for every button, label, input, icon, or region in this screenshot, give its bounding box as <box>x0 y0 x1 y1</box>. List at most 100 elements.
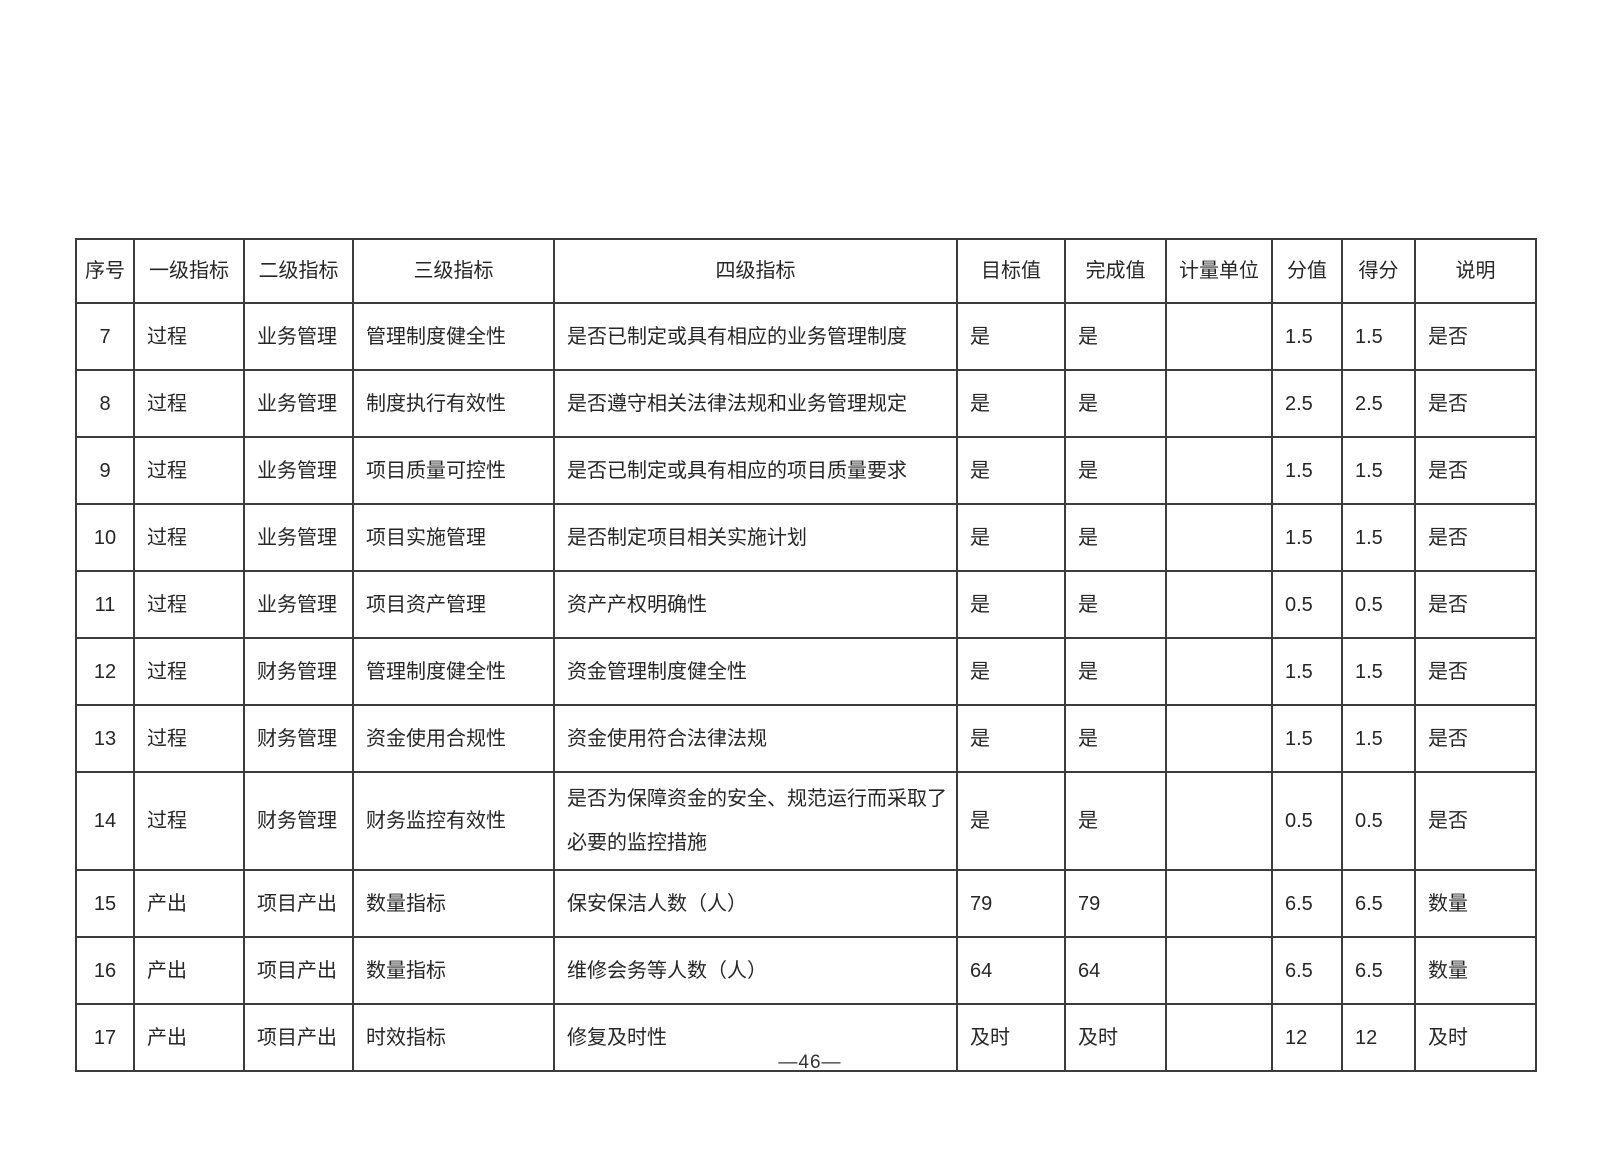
cell-no: 10 <box>75 503 135 572</box>
cell-level4: 是否已制定或具有相应的项目质量要求 <box>553 436 958 505</box>
cell-unit <box>1165 869 1273 938</box>
cell-level1: 过程 <box>133 704 245 773</box>
header-earned-score: 得分 <box>1341 238 1416 304</box>
cell-earned: 12 <box>1341 1003 1416 1072</box>
table-row: 14 过程 财务管理 财务监控有效性 是否为保障资金的安全、规范运行而采取了必要的监控措… <box>75 771 1537 871</box>
cell-note: 是否 <box>1414 704 1537 773</box>
cell-unit <box>1165 369 1273 438</box>
cell-level4: 修复及时性 <box>553 1003 958 1072</box>
header-measure-unit: 计量单位 <box>1165 238 1273 304</box>
cell-target: 是 <box>956 570 1066 639</box>
cell-no: 11 <box>75 570 135 639</box>
cell-level4: 资产产权明确性 <box>553 570 958 639</box>
cell-note: 是否 <box>1414 637 1537 706</box>
cell-score: 1.5 <box>1271 436 1343 505</box>
cell-level4: 保安保洁人数（人） <box>553 869 958 938</box>
cell-completed: 是 <box>1064 302 1167 371</box>
header-remark: 说明 <box>1414 238 1537 304</box>
cell-score: 0.5 <box>1271 570 1343 639</box>
cell-level2: 业务管理 <box>243 570 354 639</box>
page-number: —46— <box>778 1052 842 1073</box>
cell-completed: 64 <box>1064 936 1167 1005</box>
cell-earned: 1.5 <box>1341 503 1416 572</box>
cell-unit <box>1165 771 1273 871</box>
header-level4-indicator: 四级指标 <box>553 238 958 304</box>
cell-level4: 维修会务等人数（人） <box>553 936 958 1005</box>
cell-earned: 1.5 <box>1341 302 1416 371</box>
table-row: 16 产出 项目产出 数量指标 维修会务等人数（人） 64 64 6.5 6.5 数量 <box>75 936 1537 1005</box>
cell-no: 13 <box>75 704 135 773</box>
cell-level3: 制度执行有效性 <box>352 369 555 438</box>
cell-target: 是 <box>956 637 1066 706</box>
cell-note: 是否 <box>1414 570 1537 639</box>
cell-level1: 产出 <box>133 869 245 938</box>
table-row: 13 过程 财务管理 资金使用合规性 资金使用符合法律法规是是 1.5 1.5 是否 <box>75 704 1537 773</box>
cell-level3: 资金使用合规性 <box>352 704 555 773</box>
cell-level4: 是否已制定或具有相应的业务管理制度 <box>553 302 958 371</box>
cell-completed: 是 <box>1064 704 1167 773</box>
cell-no: 9 <box>75 436 135 505</box>
cell-target: 及时 <box>956 1003 1066 1072</box>
cell-level3: 管理制度健全性 <box>352 637 555 706</box>
cell-level1: 产出 <box>133 1003 245 1072</box>
cell-unit <box>1165 570 1273 639</box>
cell-level4: 是否制定项目相关实施计划 <box>553 503 958 572</box>
cell-target: 是 <box>956 503 1066 572</box>
cell-no: 8 <box>75 369 135 438</box>
cell-note: 是否 <box>1414 503 1537 572</box>
table-row: 17 产出 项目产出 时效指标 修复及时性 及时 及时 12 12 及时 <box>75 1003 1537 1072</box>
cell-score: 6.5 <box>1271 869 1343 938</box>
cell-note: 是否 <box>1414 771 1537 871</box>
cell-score: 2.5 <box>1271 369 1343 438</box>
cell-level4: 是否为保障资金的安全、规范运行而采取了必要的监控措施 <box>553 771 958 871</box>
cell-completed: 是 <box>1064 637 1167 706</box>
cell-note: 数量 <box>1414 936 1537 1005</box>
cell-unit <box>1165 637 1273 706</box>
cell-earned: 6.5 <box>1341 869 1416 938</box>
cell-completed: 是 <box>1064 503 1167 572</box>
table-row: 9 过程 业务管理 项目质量可控性 是否已制定或具有相应的项目质量要求是是 1.5 1.5 是… <box>75 436 1537 505</box>
table-row: 11 过程 业务管理 项目资产管理 资产产权明确性是是 0.5 0.5 是否 <box>75 570 1537 639</box>
header-score-value: 分值 <box>1271 238 1343 304</box>
cell-earned: 1.5 <box>1341 637 1416 706</box>
cell-target: 是 <box>956 436 1066 505</box>
cell-completed: 及时 <box>1064 1003 1167 1072</box>
cell-level1: 过程 <box>133 436 245 505</box>
cell-note: 是否 <box>1414 436 1537 505</box>
cell-level3: 数量指标 <box>352 869 555 938</box>
cell-completed: 79 <box>1064 869 1167 938</box>
cell-unit <box>1165 503 1273 572</box>
cell-level3: 项目资产管理 <box>352 570 555 639</box>
cell-earned: 6.5 <box>1341 936 1416 1005</box>
cell-level4: 资金使用符合法律法规 <box>553 704 958 773</box>
cell-no: 15 <box>75 869 135 938</box>
cell-level1: 过程 <box>133 771 245 871</box>
table-row: 8 过程 业务管理 制度执行有效性 是否遵守相关法律法规和业务管理规定是是 2.5 2.5 是… <box>75 369 1537 438</box>
cell-earned: 0.5 <box>1341 570 1416 639</box>
cell-level2: 业务管理 <box>243 369 354 438</box>
table-body: 7 过程 业务管理 管理制度健全性 是否已制定或具有相应的业务管理制度是是 1.5 1.5 是… <box>75 302 1537 1072</box>
header-target-value: 目标值 <box>956 238 1066 304</box>
cell-unit <box>1165 436 1273 505</box>
cell-note: 及时 <box>1414 1003 1537 1072</box>
cell-earned: 1.5 <box>1341 704 1416 773</box>
header-level1-indicator: 一级指标 <box>133 238 245 304</box>
cell-earned: 2.5 <box>1341 369 1416 438</box>
cell-level1: 过程 <box>133 570 245 639</box>
header-level3-indicator: 三级指标 <box>352 238 555 304</box>
cell-completed: 是 <box>1064 771 1167 871</box>
header-seq-no: 序号 <box>75 238 135 304</box>
cell-level1: 过程 <box>133 302 245 371</box>
cell-unit <box>1165 302 1273 371</box>
cell-no: 12 <box>75 637 135 706</box>
table-row: 15 产出 项目产出 数量指标 保安保洁人数（人） 79 79 6.5 6.5 数量 <box>75 869 1537 938</box>
cell-target: 79 <box>956 869 1066 938</box>
cell-no: 16 <box>75 936 135 1005</box>
table-row: 10 过程 业务管理 项目实施管理 是否制定项目相关实施计划是是 1.5 1.5 是否 <box>75 503 1537 572</box>
table-header-row: 序号 一级指标 二级指标 三级指标 四级指标 目标值 完成值 计量单位 分值 得… <box>75 238 1537 304</box>
table-row: 7 过程 业务管理 管理制度健全性 是否已制定或具有相应的业务管理制度是是 1.5 1.5 是… <box>75 302 1537 371</box>
cell-level3: 时效指标 <box>352 1003 555 1072</box>
cell-level4: 资金管理制度健全性 <box>553 637 958 706</box>
cell-level3: 管理制度健全性 <box>352 302 555 371</box>
cell-level2: 财务管理 <box>243 771 354 871</box>
